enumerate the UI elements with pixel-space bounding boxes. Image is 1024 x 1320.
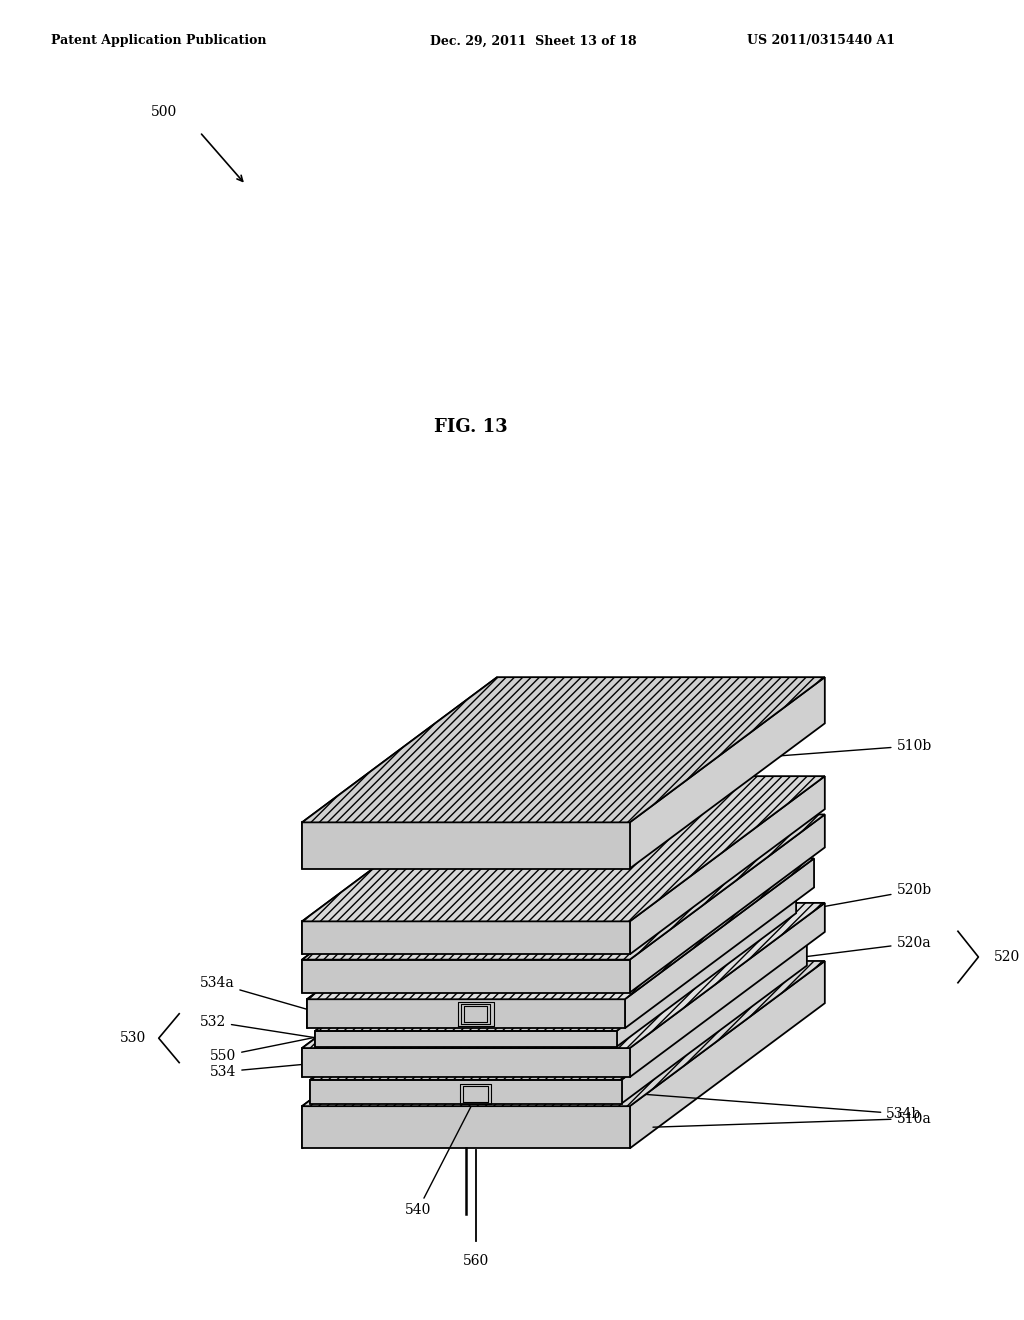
Polygon shape bbox=[302, 1048, 630, 1077]
Polygon shape bbox=[630, 776, 824, 954]
Text: 530: 530 bbox=[120, 1031, 146, 1045]
Polygon shape bbox=[302, 961, 824, 1106]
Text: US 2011/0315440 A1: US 2011/0315440 A1 bbox=[748, 34, 895, 48]
Text: 534: 534 bbox=[210, 1063, 319, 1078]
Polygon shape bbox=[630, 903, 824, 1077]
Text: 500: 500 bbox=[151, 106, 177, 119]
Polygon shape bbox=[302, 960, 630, 993]
Polygon shape bbox=[302, 776, 824, 921]
Text: Patent Application Publication: Patent Application Publication bbox=[51, 34, 266, 48]
Text: 520: 520 bbox=[994, 950, 1020, 964]
Polygon shape bbox=[302, 814, 498, 993]
Text: 560: 560 bbox=[463, 1254, 488, 1267]
Polygon shape bbox=[302, 1106, 630, 1148]
Polygon shape bbox=[302, 903, 498, 1077]
Text: 532: 532 bbox=[200, 1015, 319, 1039]
Polygon shape bbox=[315, 898, 796, 1031]
Polygon shape bbox=[302, 677, 498, 869]
Text: 534b: 534b bbox=[612, 1092, 922, 1121]
Polygon shape bbox=[302, 961, 498, 1148]
Polygon shape bbox=[315, 898, 495, 1047]
Polygon shape bbox=[302, 903, 824, 1048]
Polygon shape bbox=[302, 677, 824, 822]
Text: 540: 540 bbox=[404, 1081, 484, 1217]
Polygon shape bbox=[630, 677, 824, 869]
Polygon shape bbox=[315, 1031, 616, 1047]
Polygon shape bbox=[625, 858, 814, 1028]
Polygon shape bbox=[307, 858, 497, 1028]
Text: 550: 550 bbox=[210, 1015, 422, 1063]
Polygon shape bbox=[622, 942, 807, 1104]
Text: 520b: 520b bbox=[653, 883, 932, 937]
Text: 510a: 510a bbox=[653, 1111, 931, 1127]
Polygon shape bbox=[310, 942, 807, 1080]
Polygon shape bbox=[630, 814, 824, 993]
Text: 520a: 520a bbox=[653, 936, 931, 975]
Polygon shape bbox=[302, 776, 498, 954]
Text: 534a: 534a bbox=[200, 977, 319, 1012]
Polygon shape bbox=[302, 822, 630, 869]
Text: 510b: 510b bbox=[750, 739, 932, 758]
Polygon shape bbox=[302, 814, 824, 960]
Text: FIG. 13: FIG. 13 bbox=[434, 417, 508, 436]
Polygon shape bbox=[616, 898, 796, 1047]
Polygon shape bbox=[630, 961, 824, 1148]
Polygon shape bbox=[302, 921, 630, 954]
Polygon shape bbox=[307, 999, 625, 1028]
Polygon shape bbox=[310, 942, 496, 1104]
Polygon shape bbox=[310, 1080, 622, 1104]
Text: Dec. 29, 2011  Sheet 13 of 18: Dec. 29, 2011 Sheet 13 of 18 bbox=[430, 34, 637, 48]
Polygon shape bbox=[307, 858, 814, 999]
